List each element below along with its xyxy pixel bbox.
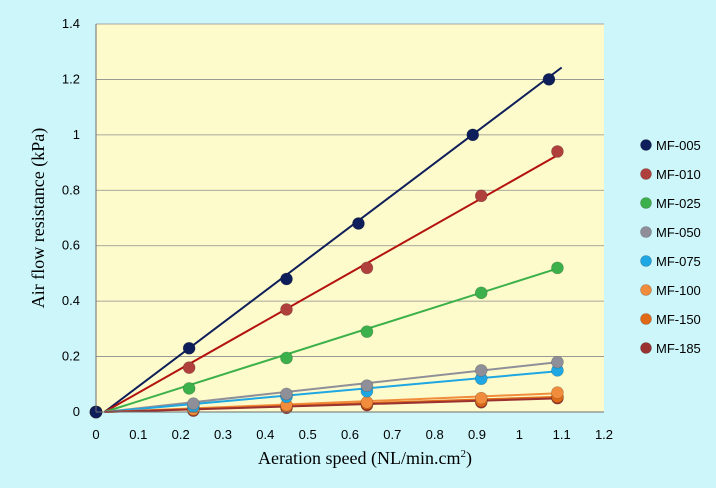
data-point-mf-010 bbox=[280, 303, 293, 316]
legend-label: MF-010 bbox=[656, 167, 701, 182]
data-point-mf-100 bbox=[551, 386, 564, 399]
data-point-mf-005 bbox=[466, 128, 480, 142]
data-point-mf-025 bbox=[474, 286, 488, 300]
legend-marker bbox=[640, 197, 652, 209]
data-point-mf-100 bbox=[360, 395, 374, 409]
legend: MF-005 MF-010 MF-025 MF-050 MF-075 MF-100 MF-1… bbox=[640, 138, 701, 356]
legend-label: MF-005 bbox=[656, 138, 701, 153]
data-point-mf-025 bbox=[280, 351, 293, 365]
data-point-mf-025 bbox=[360, 325, 374, 338]
data-point-mf-050 bbox=[551, 355, 564, 369]
x-tick-label: 0.9 bbox=[468, 427, 486, 442]
x-tick-label: 0.7 bbox=[383, 427, 401, 442]
y-tick-label: 0 bbox=[73, 404, 80, 419]
legend-marker bbox=[640, 342, 652, 354]
x-tick-label: 0.5 bbox=[299, 427, 317, 442]
data-point-mf-005 bbox=[352, 217, 365, 230]
y-tick-labels: 0 0.2 0.4 0.6 0.8 1 1.2 1.4 bbox=[62, 16, 80, 419]
y-tick-label: 1.4 bbox=[62, 16, 80, 31]
x-tick-label: 0.4 bbox=[256, 427, 274, 442]
legend-label: MF-100 bbox=[656, 283, 701, 298]
data-point-mf-010 bbox=[360, 261, 374, 275]
x-tick-label: 1.1 bbox=[553, 427, 571, 442]
y-axis-title: Air flow resistance (kPa) bbox=[28, 128, 49, 308]
x-tick-label: 0.6 bbox=[341, 427, 359, 442]
x-axis-title-suffix: ) bbox=[466, 448, 472, 469]
data-point-mf-025 bbox=[551, 261, 564, 275]
legend-marker bbox=[640, 168, 652, 180]
data-point-mf-005 bbox=[182, 341, 196, 355]
legend-label: MF-075 bbox=[656, 254, 701, 269]
data-point-mf-025 bbox=[182, 382, 196, 395]
trendline-mf-005 bbox=[103, 66, 563, 413]
x-axis-title: Aeration speed (NL/min.cm2) bbox=[258, 448, 472, 469]
data-point-mf-005 bbox=[280, 272, 293, 286]
x-tick-label: 0.2 bbox=[172, 427, 190, 442]
x-tick-label: 0 bbox=[92, 427, 99, 442]
legend-label: MF-025 bbox=[656, 196, 701, 211]
x-tick-label: 0.3 bbox=[214, 427, 232, 442]
y-tick-label: 1 bbox=[73, 127, 80, 142]
x-tick-label: 1.2 bbox=[595, 427, 613, 442]
x-axis-title-superscript: 2 bbox=[460, 448, 466, 460]
gridlines bbox=[96, 23, 604, 357]
y-tick-label: 1.2 bbox=[62, 71, 80, 86]
data-point-mf-050 bbox=[280, 387, 293, 401]
x-tick-label: 1 bbox=[516, 427, 523, 442]
y-tick-label: 0.2 bbox=[62, 349, 80, 364]
legend-label: MF-050 bbox=[656, 225, 701, 240]
y-tick-label: 0.6 bbox=[62, 238, 80, 253]
plot-area bbox=[96, 24, 604, 412]
legend-marker bbox=[640, 139, 652, 151]
data-point-mf-100 bbox=[474, 391, 488, 405]
data-point-mf-010 bbox=[551, 145, 564, 158]
x-tick-label: 0.1 bbox=[129, 427, 147, 442]
legend-marker bbox=[640, 255, 652, 267]
legend-marker bbox=[640, 284, 652, 296]
y-tick-label: 0.4 bbox=[62, 293, 80, 308]
legend-marker bbox=[640, 226, 652, 238]
y-tick-label: 0.8 bbox=[62, 182, 80, 197]
data-point-mf-005 bbox=[542, 73, 556, 86]
legend-label: MF-185 bbox=[656, 341, 701, 356]
legend-marker bbox=[640, 313, 652, 325]
data-point-mf-010 bbox=[474, 189, 488, 203]
data-point-mf-050 bbox=[187, 397, 200, 410]
data-point-mf-050 bbox=[474, 364, 488, 377]
axes bbox=[95, 24, 604, 413]
data-point-mf-010 bbox=[182, 361, 196, 374]
x-tick-labels: 0 0.1 0.2 0.3 0.4 0.5 0.6 0.7 0.8 0.9 1 1.1 1.2 bbox=[92, 427, 613, 442]
legend-label: MF-150 bbox=[656, 312, 701, 327]
x-tick-label: 0.8 bbox=[426, 427, 444, 442]
x-axis-title-main: Aeration speed (NL/min.cm bbox=[258, 448, 460, 469]
data-point-mf-050 bbox=[360, 379, 374, 392]
